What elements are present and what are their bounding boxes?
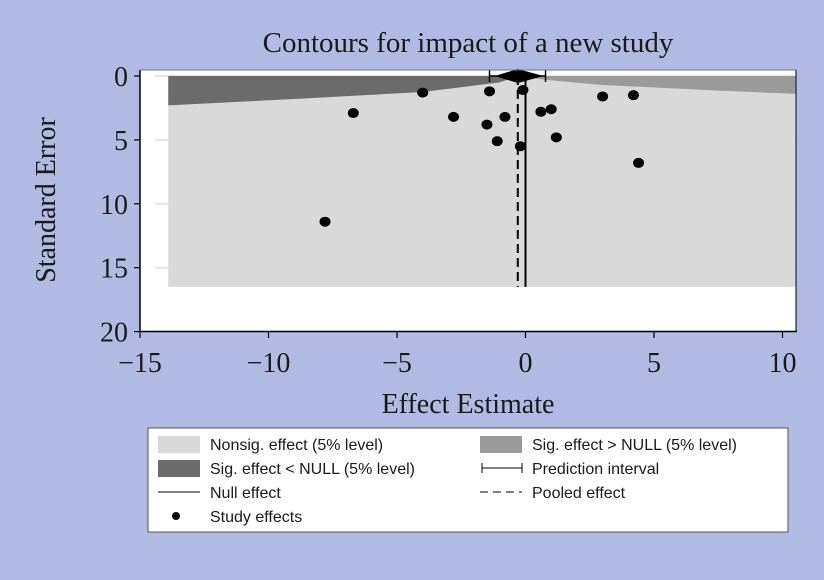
legend-swatch-studies	[172, 512, 180, 520]
pooled-effect-diamond	[494, 69, 544, 83]
legend-item-prediction: Prediction interval	[481, 461, 659, 478]
study-point-8	[499, 111, 511, 122]
study-point-15	[627, 90, 639, 101]
study-point-10	[517, 85, 529, 96]
legend-label-sig_below: Sig. effect < NULL (5% level)	[210, 461, 415, 478]
study-point-1	[319, 216, 331, 227]
x-axis: −15 −10 −5 0 5 10	[118, 332, 797, 379]
study-point-4	[448, 111, 460, 122]
x-axis-title: Effect Estimate	[382, 389, 555, 420]
sig-below-null-region	[168, 76, 518, 106]
x-tick-label--15: −15	[118, 348, 162, 379]
study-points	[319, 85, 645, 227]
legend-item-sig_above: Sig. effect > NULL (5% level)	[480, 436, 737, 454]
legend-item-nonsig: Nonsig. effect (5% level)	[158, 436, 383, 454]
legend: Nonsig. effect (5% level) Sig. effect > N…	[147, 427, 789, 533]
study-point-5	[484, 86, 496, 97]
x-tick-label-0: 0	[519, 348, 533, 379]
legend-label-null: Null effect	[210, 485, 281, 502]
legend-label-prediction: Prediction interval	[532, 461, 659, 478]
y-tick-label-10: 10	[100, 190, 128, 221]
study-point-7	[491, 136, 503, 147]
y-tick-label-0: 0	[114, 62, 128, 93]
legend-label-sig_above: Sig. effect > NULL (5% level)	[532, 437, 737, 454]
legend-swatch-nonsig	[158, 436, 200, 453]
x-tick-label--5: −5	[382, 348, 412, 379]
study-point-2	[347, 108, 359, 119]
plot-area	[139, 69, 797, 333]
study-point-12	[545, 104, 557, 115]
legend-label-nonsig: Nonsig. effect (5% level)	[210, 437, 383, 454]
legend-label-pooled: Pooled effect	[532, 485, 626, 502]
study-point-11	[535, 106, 547, 117]
reference-lines	[516, 76, 527, 287]
legend-item-null: Null effect	[158, 485, 281, 502]
y-axis: 0 5 10 15 20	[100, 62, 140, 349]
y-tick-label-20: 20	[100, 318, 128, 349]
x-tick-label-10: 10	[769, 348, 797, 379]
legend-swatch-sig_below	[158, 460, 200, 477]
study-point-9	[514, 141, 526, 152]
x-tick-label--10: −10	[247, 348, 291, 379]
x-tick-label-5: 5	[647, 348, 661, 379]
legend-item-sig_below: Sig. effect < NULL (5% level)	[158, 460, 415, 478]
study-point-16	[633, 157, 645, 168]
y-tick-label-15: 15	[100, 254, 128, 285]
legend-item-pooled: Pooled effect	[480, 485, 626, 502]
study-point-13	[550, 132, 562, 143]
study-point-3	[417, 87, 429, 98]
nonsig-region	[168, 76, 796, 287]
legend-label-studies: Study effects	[210, 509, 302, 526]
contour-regions	[168, 76, 796, 287]
sig-above-null-region	[517, 76, 796, 94]
legend-swatch-sig_above	[480, 436, 522, 453]
pooled-marks	[488, 69, 547, 83]
study-point-14	[597, 91, 609, 102]
y-tick-label-5: 5	[114, 126, 128, 157]
legend-item-studies: Study effects	[172, 509, 302, 526]
y-axis-title: Standard Error	[31, 117, 62, 283]
study-point-6	[481, 119, 493, 130]
legend-box	[147, 427, 789, 533]
chart-title: Contours for impact of a new study	[263, 27, 674, 59]
